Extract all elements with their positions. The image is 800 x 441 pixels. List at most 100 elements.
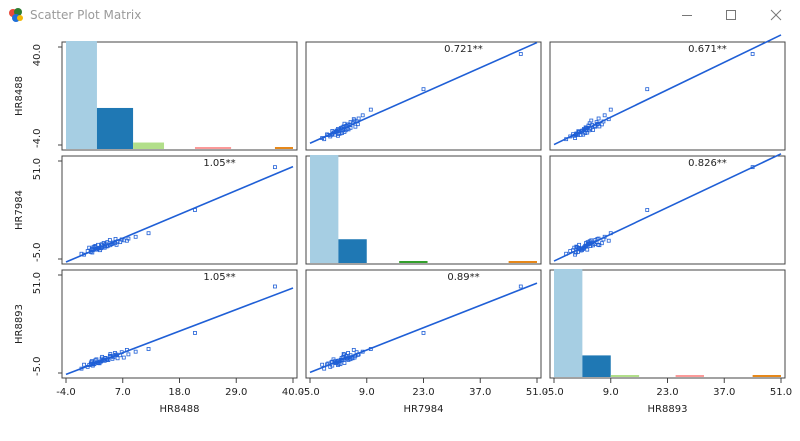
y-axis-label-hr8893: HR8893: [14, 304, 25, 344]
histogram-bar: [554, 269, 583, 377]
x-tick-label: 37.0: [713, 387, 735, 398]
window-title: Scatter Plot Matrix: [30, 8, 142, 22]
data-point: [342, 352, 347, 357]
data-point: [108, 352, 113, 356]
app-icon: [9, 8, 23, 22]
data-point: [596, 116, 601, 121]
scatter-plot-matrix: 0.721** 0.671** 1.05** 0.826** 1.05** 0.89** -…: [14, 34, 792, 415]
data-point: [146, 231, 151, 236]
x-tick-label: -4.0: [56, 387, 76, 398]
data-point: [114, 242, 119, 247]
histogram-bar: [133, 142, 165, 149]
x-tick-label: 23.0: [656, 387, 678, 398]
x-tick-label: -5.0: [300, 387, 320, 398]
data-point: [606, 238, 611, 243]
panel-frame-hr7984-hr8488: [61, 155, 298, 265]
data-point: [115, 356, 120, 361]
data-point: [597, 243, 602, 248]
data-point: [82, 362, 86, 367]
correlation-label: 0.721**: [444, 44, 483, 55]
title-bar: Scatter Plot Matrix: [0, 0, 800, 30]
minimize-icon: [682, 15, 692, 16]
x-tick-label: 29.0: [225, 387, 247, 398]
histogram-bar: [752, 375, 781, 377]
x-axis-label-hr8893: HR8893: [648, 404, 688, 415]
correlation-label: 1.05**: [203, 272, 235, 283]
histogram-bar: [194, 147, 232, 149]
data-point: [96, 242, 100, 247]
data-point: [645, 87, 650, 92]
fit-line: [65, 165, 294, 263]
close-button[interactable]: [753, 2, 799, 28]
data-point: [597, 124, 602, 129]
x-tick-label: 7.0: [115, 387, 131, 398]
x-tick-label: 9.0: [359, 387, 375, 398]
data-point: [273, 165, 277, 170]
data-point: [193, 331, 197, 335]
y-axis-label-hr8488: HR8488: [14, 76, 25, 116]
data-point: [124, 238, 129, 243]
x-axis-label-hr8488: HR8488: [160, 404, 200, 415]
data-point: [92, 244, 97, 249]
data-point: [578, 132, 583, 137]
histogram-bar: [274, 147, 293, 149]
x-tick-label: 37.0: [469, 387, 491, 398]
data-point: [360, 113, 365, 118]
data-point: [518, 284, 523, 289]
data-point: [341, 352, 346, 356]
histogram-bar: [338, 239, 367, 263]
data-point: [351, 117, 356, 122]
histogram-bar: [675, 375, 704, 377]
y-tick-label: -5.0: [32, 242, 43, 262]
minimize-button[interactable]: [664, 2, 710, 28]
data-point: [121, 238, 126, 243]
data-point: [599, 241, 604, 246]
data-point: [133, 234, 138, 239]
data-point: [368, 107, 373, 112]
data-point: [573, 136, 577, 140]
data-point: [577, 242, 582, 247]
x-tick-label: 18.0: [168, 387, 190, 398]
fit-line: [553, 34, 782, 146]
data-point: [645, 208, 650, 212]
fit-line: [65, 287, 294, 376]
x-tick-label: 40.0: [282, 387, 304, 398]
histogram-bar: [508, 261, 537, 263]
histogram-bar: [610, 375, 640, 377]
histogram-bar: [310, 155, 339, 263]
data-point: [518, 52, 523, 56]
maximize-button[interactable]: [708, 2, 754, 28]
data-point: [602, 113, 607, 118]
data-point: [356, 116, 361, 121]
data-point: [353, 124, 358, 129]
panel-frame-hr7984-hr7984: [305, 155, 542, 265]
data-point: [146, 347, 151, 351]
data-point: [107, 238, 112, 242]
data-point: [608, 107, 613, 112]
panel-frame-hr8488-hr8893: [549, 41, 786, 151]
data-point: [126, 352, 131, 357]
y-tick-label: 51.0: [32, 272, 43, 294]
data-point: [328, 364, 333, 369]
data-point: [87, 245, 92, 250]
data-point: [421, 87, 426, 92]
data-point: [91, 245, 96, 250]
x-axis-label-hr7984: HR7984: [404, 404, 444, 415]
data-point: [351, 347, 356, 352]
x-tick-label: -5.0: [544, 387, 564, 398]
histogram-bar: [96, 107, 134, 149]
histogram-bar: [66, 41, 97, 149]
data-point: [273, 284, 277, 289]
panel-frame-hr8488-hr8488: [61, 41, 298, 151]
data-point: [320, 362, 325, 367]
data-point: [421, 331, 426, 335]
fit-line: [309, 282, 538, 374]
data-point: [94, 357, 99, 362]
data-point: [133, 349, 138, 354]
data-point: [583, 131, 588, 135]
x-tick-label: 9.0: [603, 387, 619, 398]
data-point: [750, 52, 755, 56]
y-tick-label: 40.0: [32, 44, 43, 66]
y-tick-label: -4.0: [32, 128, 43, 148]
data-point: [99, 242, 104, 247]
